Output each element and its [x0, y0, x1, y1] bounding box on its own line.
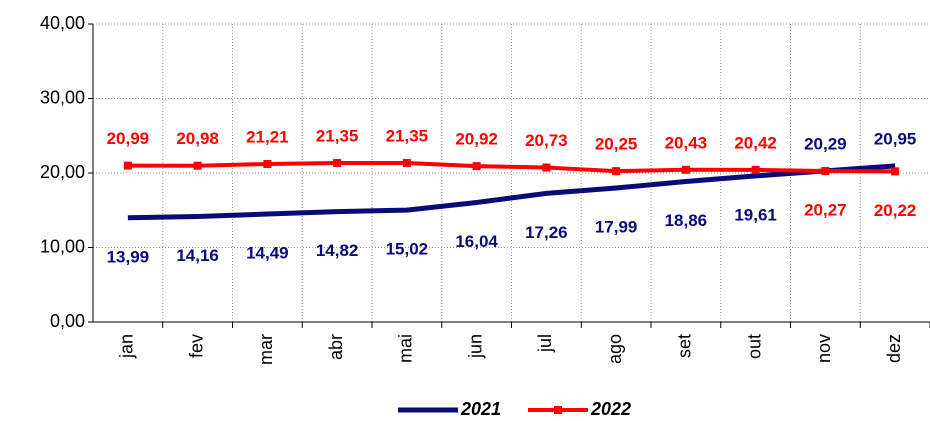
x-tick-label: jun	[465, 334, 485, 359]
data-label: 20,92	[455, 130, 498, 149]
marker	[891, 167, 900, 176]
marker	[402, 158, 411, 167]
data-label: 21,35	[316, 126, 359, 145]
marker	[193, 161, 202, 170]
marker	[333, 158, 342, 167]
data-label: 18,86	[665, 211, 708, 230]
y-tick-label: 10,00	[40, 236, 85, 256]
data-label: 20,27	[804, 200, 847, 219]
data-label: 20,95	[874, 129, 917, 148]
x-tick-label: jul	[535, 334, 555, 353]
data-label: 21,21	[246, 127, 289, 146]
data-label: 20,43	[665, 133, 708, 152]
marker	[472, 162, 481, 171]
data-label: 16,04	[455, 232, 498, 251]
data-label: 20,98	[176, 129, 219, 148]
y-tick-label: 20,00	[40, 162, 85, 182]
x-tick-label: out	[744, 334, 764, 359]
x-tick-label: jan	[117, 334, 137, 359]
x-tick-label: nov	[814, 334, 834, 363]
x-tick-label: mai	[396, 334, 416, 363]
data-label: 15,02	[386, 240, 429, 259]
x-tick-label: dez	[884, 334, 904, 363]
data-label: 20,29	[804, 134, 847, 153]
data-label: 21,35	[386, 126, 429, 145]
data-label: 20,22	[874, 201, 917, 220]
marker	[123, 161, 132, 170]
data-label: 17,26	[525, 223, 568, 242]
data-label: 20,73	[525, 131, 568, 150]
data-label: 14,49	[246, 244, 289, 263]
y-tick-label: 40,00	[40, 13, 85, 33]
y-tick-label: 30,00	[40, 87, 85, 107]
legend-marker	[554, 406, 562, 414]
data-label: 14,16	[176, 246, 219, 265]
legend-label: 2022	[590, 399, 631, 419]
marker	[612, 167, 621, 176]
data-label: 14,82	[316, 241, 359, 260]
data-label: 20,99	[107, 129, 150, 148]
data-label: 20,42	[734, 133, 777, 152]
series-line	[127, 163, 896, 221]
x-tick-label: abr	[326, 334, 346, 360]
x-tick-label: mar	[256, 334, 276, 365]
marker	[751, 165, 760, 174]
legend-label: 2021	[460, 399, 501, 419]
x-tick-label: fev	[186, 334, 206, 358]
marker	[821, 166, 830, 175]
data-label: 20,25	[595, 135, 638, 154]
series-line	[127, 160, 896, 174]
data-label: 13,99	[107, 247, 150, 266]
marker	[263, 159, 272, 168]
data-label: 19,61	[734, 205, 777, 224]
y-tick-label: 0,00	[50, 311, 85, 331]
marker	[542, 163, 551, 172]
data-label: 17,99	[595, 217, 638, 236]
x-tick-label: ago	[605, 334, 625, 364]
x-tick-label: set	[675, 334, 695, 358]
marker	[681, 165, 690, 174]
